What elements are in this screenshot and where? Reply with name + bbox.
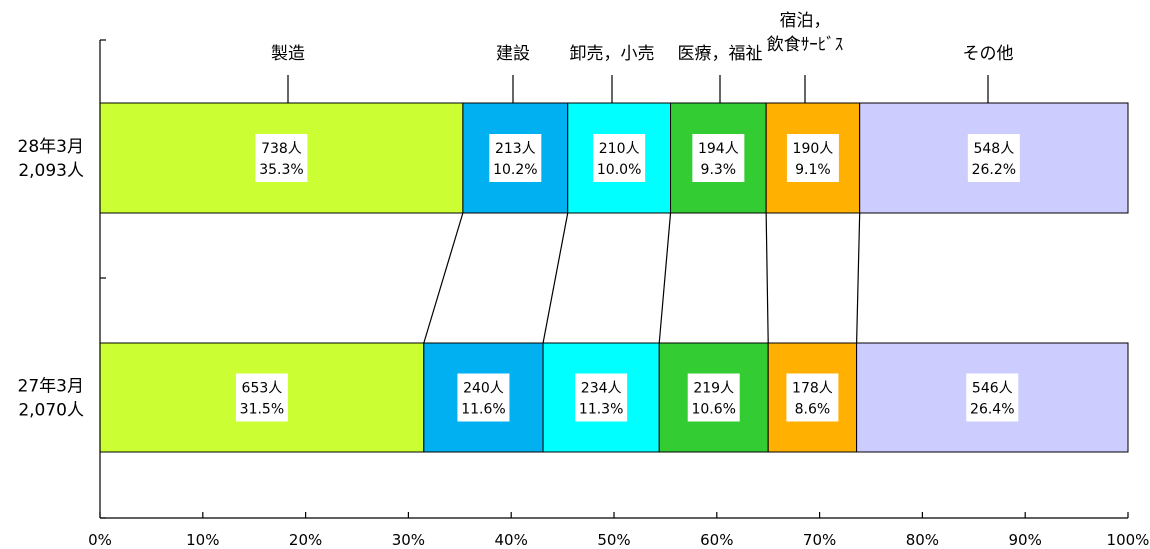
data-label-count: 210人 [599, 141, 640, 157]
data-label-box [457, 373, 510, 422]
connector-line [542, 212, 569, 344]
data-label-percent: 11.6% [461, 402, 505, 418]
data-label-count: 738人 [261, 141, 302, 157]
row-label: 27年3月 2,070人 [18, 377, 84, 421]
data-label-count: 653人 [242, 381, 283, 397]
data-label-count: 194人 [698, 141, 739, 157]
x-tick-label: 30% [392, 531, 425, 549]
data-label-box [967, 134, 1020, 182]
data-label-percent: 9.1% [795, 162, 831, 178]
data-label-box [489, 134, 542, 182]
data-label-box [255, 134, 308, 182]
series-label: 宿泊，飲食ｻｰﾋﾞｽ [767, 11, 844, 55]
data-label-box [786, 373, 839, 422]
data-label-percent: 10.6% [691, 402, 735, 418]
data-label-percent: 9.3% [701, 162, 737, 178]
series-label: 建設 [496, 44, 530, 64]
data-label-box [575, 373, 628, 422]
data-label-count: 219人 [693, 381, 734, 397]
data-label-box [687, 373, 740, 422]
data-label-box [692, 134, 745, 182]
data-label-box [593, 134, 646, 182]
x-tick-label: 10% [186, 531, 219, 549]
x-tick-label: 70% [803, 531, 836, 549]
data-label-count: 213人 [495, 141, 536, 157]
data-label-percent: 26.4% [970, 402, 1014, 418]
connector-line [765, 212, 769, 344]
data-label-percent: 26.2% [972, 162, 1016, 178]
data-label-box [235, 373, 288, 422]
bar-segment [658, 342, 769, 453]
data-label-count: 190人 [793, 141, 834, 157]
series-label: その他 [963, 44, 1014, 64]
data-label-percent: 8.6% [795, 402, 831, 418]
data-label-box [786, 134, 839, 182]
data-label-percent: 31.5% [240, 402, 284, 418]
data-label-percent: 11.3% [579, 402, 623, 418]
connector-line [423, 212, 464, 344]
x-tick-label: 60% [700, 531, 733, 549]
x-tick-label: 90% [1009, 531, 1042, 549]
series-label: 製造 [271, 44, 305, 64]
x-tick-label: 20% [289, 531, 322, 549]
data-label-count: 178人 [792, 381, 833, 397]
series-label: 卸売，小売 [570, 44, 655, 64]
x-tick-label: 40% [495, 531, 528, 549]
data-label-count: 548人 [973, 141, 1014, 157]
data-label-count: 546人 [972, 381, 1013, 397]
data-label-count: 234人 [581, 381, 622, 397]
connector-line [856, 212, 861, 344]
connector-line [658, 212, 672, 344]
data-label-count: 240人 [463, 381, 504, 397]
data-label-box [966, 373, 1019, 422]
x-tick-label: 80% [906, 531, 939, 549]
x-tick-label: 100% [1107, 531, 1150, 549]
x-tick-label: 0% [88, 531, 112, 549]
row-label: 28年3月 2,093人 [18, 137, 84, 181]
data-label-percent: 35.3% [259, 162, 303, 178]
data-label-percent: 10.2% [493, 162, 537, 178]
x-tick-label: 50% [597, 531, 630, 549]
series-label: 医療，福祉 [678, 44, 763, 64]
data-label-percent: 10.0% [597, 162, 641, 178]
